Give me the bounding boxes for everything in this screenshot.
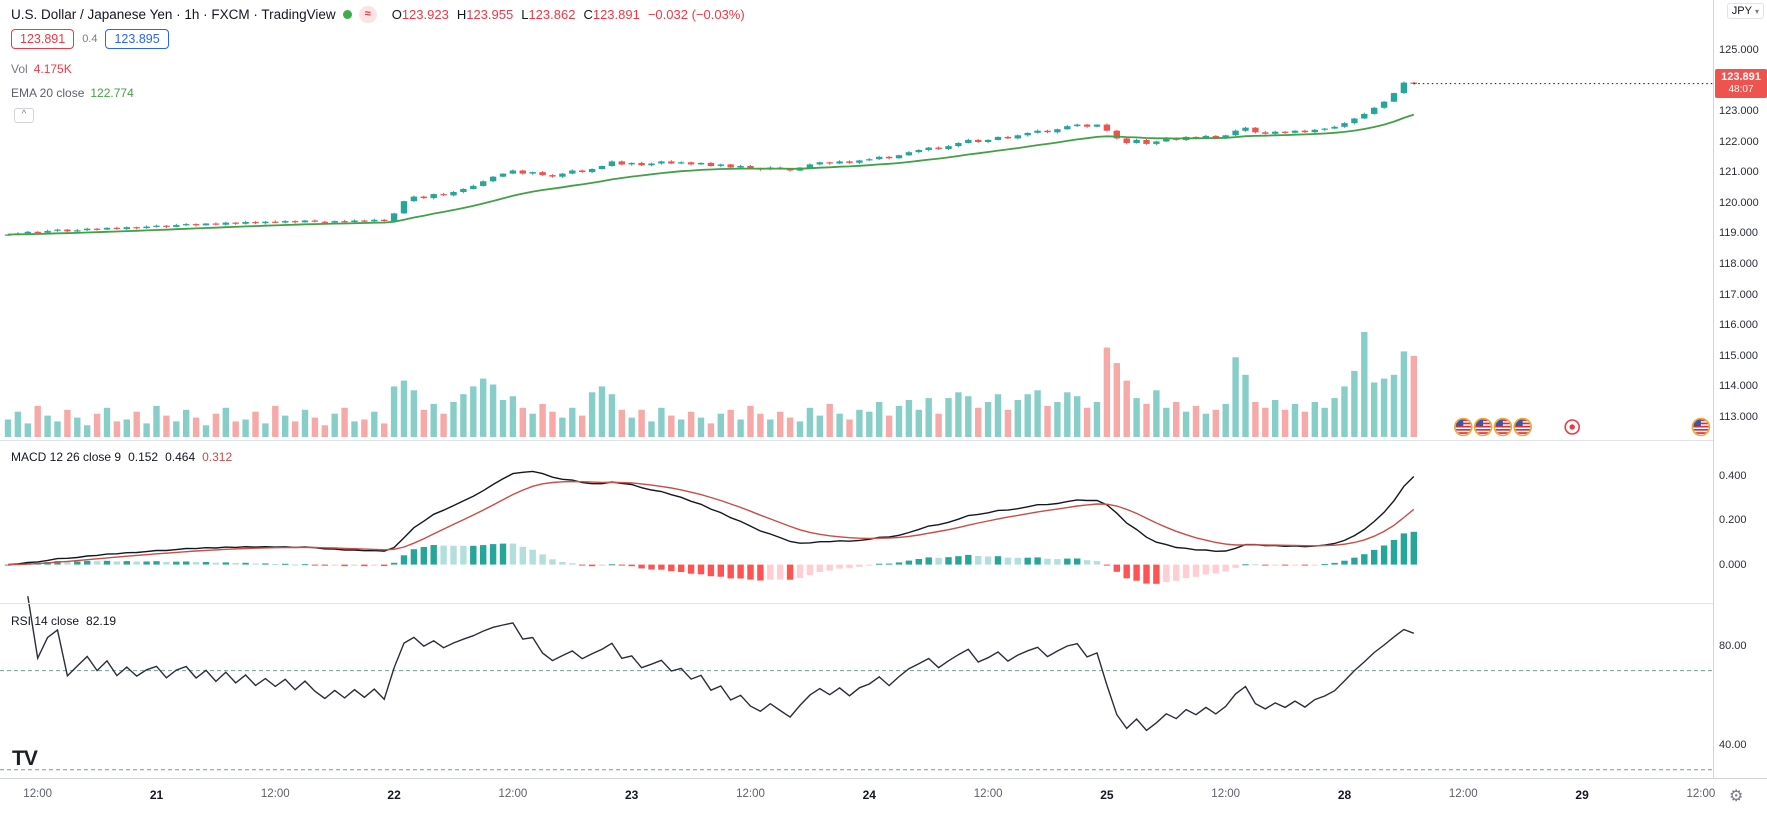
macd-signal-line	[7, 480, 1415, 566]
symbol-title: U.S. Dollar / Japanese Yen · 1h · FXCM ·…	[11, 7, 336, 22]
ema-line	[7, 113, 1415, 236]
macd-signal-value: 0.312	[202, 450, 233, 464]
time-tick-label: 12:00	[1686, 788, 1716, 800]
ohlc-readout: O123.923 H123.955 L123.862 C123.891 −0.0…	[384, 7, 745, 22]
economic-event-flag-icon[interactable]	[1513, 417, 1532, 437]
price-tick-label: 119.000	[1719, 227, 1758, 240]
time-tick-label: 21	[149, 788, 164, 802]
last-price-badge: 123.891 48:07	[1715, 69, 1767, 98]
time-tick-label: 24	[862, 788, 876, 802]
price-tick-label: 125.000	[1719, 43, 1759, 56]
time-tick-label: 28	[1337, 788, 1352, 802]
price-tick-label: 117.000	[1719, 288, 1758, 301]
rsi-tick-label: 80.00	[1719, 639, 1747, 652]
time-tick-label: 25	[1100, 788, 1114, 802]
price-tick-label: 118.000	[1719, 257, 1758, 270]
event-marker-dot-icon[interactable]	[1564, 419, 1580, 435]
time-tick-label: 22	[387, 788, 401, 802]
price-tick-label: 121.000	[1719, 166, 1759, 179]
time-tick-label: 12:00	[1211, 788, 1241, 800]
economic-event-flag-icon[interactable]	[1493, 417, 1513, 437]
volume-series	[4, 332, 1417, 437]
close-label: C	[583, 7, 593, 22]
ema-legend[interactable]: EMA 20 close 122.774	[11, 86, 134, 100]
buy-button[interactable]: 123.895	[105, 29, 169, 49]
economic-event-flag-icon[interactable]	[1454, 417, 1473, 437]
macd-legend[interactable]: MACD 12 26 close 9 0.152 0.464 0.312	[11, 450, 232, 464]
volume-label: Vol	[11, 62, 28, 76]
rsi-value: 82.19	[86, 614, 117, 628]
change-value: −0.032 (−0.03%)	[647, 7, 745, 22]
rsi-tick-label: 40.00	[1719, 739, 1747, 751]
macd-line-value: 0.464	[165, 450, 196, 464]
delayed-data-icon: ≈	[358, 6, 377, 23]
rsi-title: RSI 14 close	[11, 614, 80, 628]
rsi-band-lines	[0, 670, 1713, 771]
last-price-value: 123.891	[1721, 71, 1761, 83]
macd-histogram	[4, 531, 1417, 584]
pane-separator-rsi[interactable]	[0, 603, 1767, 604]
time-tick-label: 12:00	[23, 788, 53, 800]
price-tick-label: 122.000	[1719, 135, 1759, 148]
volume-legend[interactable]: Vol 4.175K	[11, 62, 72, 76]
currency-label: JPY	[1731, 5, 1752, 17]
sell-button[interactable]: 123.891	[11, 29, 75, 49]
symbol-legend[interactable]: U.S. Dollar / Japanese Yen · 1h · FXCM ·…	[11, 6, 745, 23]
price-tick-label: 120.000	[1719, 196, 1759, 209]
time-tick-label: 29	[1575, 788, 1589, 802]
open-label: O	[391, 7, 402, 22]
collapse-legend-button[interactable]: ^	[14, 108, 34, 123]
macd-tick-label: 0.400	[1719, 470, 1747, 482]
price-tick-label: 123.000	[1719, 104, 1759, 117]
economic-event-flag-icon[interactable]	[1473, 417, 1493, 437]
high-label: H	[456, 7, 467, 22]
time-axis[interactable]: ⚙ 12:00 21 12:00 22 12:00 23 12:00 24 12:00 25 12:…	[0, 778, 1767, 814]
ema-value: 122.774	[90, 86, 134, 100]
low-label: L	[521, 7, 529, 22]
macd-tick-label: 0.000	[1719, 558, 1747, 571]
time-tick-label: 12:00	[1448, 788, 1478, 800]
spread-value: 0.4	[82, 33, 98, 45]
tradingview-logo[interactable]: TV	[12, 747, 38, 770]
macd-hist-value: 0.152	[128, 450, 159, 464]
price-axis[interactable]: JPY ▾ 123.891 48:07 125.000124.000123.00…	[1713, 0, 1767, 778]
market-open-icon	[342, 10, 352, 19]
time-tick-label: 12:00	[736, 788, 765, 800]
time-tick-label: 12:00	[973, 788, 1003, 800]
high-value: 123.955	[466, 7, 514, 22]
currency-selector[interactable]: JPY ▾	[1726, 3, 1764, 19]
low-value: 123.862	[528, 7, 576, 22]
settings-gear-icon[interactable]: ⚙	[1729, 788, 1744, 805]
chevron-down-icon: ▾	[1754, 6, 1759, 16]
pane-separator-macd[interactable]	[0, 440, 1767, 441]
macd-title: MACD 12 26 close 9	[11, 450, 122, 464]
volume-value: 4.175K	[33, 62, 72, 76]
price-tick-label: 115.000	[1719, 349, 1758, 362]
macd-tick-label: 0.200	[1719, 514, 1747, 527]
price-tick-label: 113.000	[1719, 411, 1758, 423]
ema-label: EMA 20 close	[11, 86, 85, 100]
chart-area[interactable]	[0, 0, 1713, 778]
bar-countdown: 48:07	[1728, 84, 1754, 95]
open-value: 123.923	[401, 7, 449, 22]
candles-series	[4, 81, 1417, 236]
time-tick-label: 23	[625, 788, 639, 802]
time-tick-label: 12:00	[498, 788, 528, 800]
rsi-legend[interactable]: RSI 14 close 82.19	[11, 614, 116, 628]
economic-event-flag-icon[interactable]	[1691, 417, 1711, 437]
bid-ask-row: 123.891 0.4 123.895	[11, 29, 169, 49]
close-value: 123.891	[592, 7, 640, 22]
macd-line	[7, 470, 1415, 566]
price-tick-label: 114.000	[1719, 380, 1758, 393]
rsi-line	[27, 596, 1415, 732]
time-tick-label: 12:00	[260, 788, 290, 800]
chart-canvas[interactable]	[0, 0, 1713, 778]
price-tick-label: 116.000	[1719, 319, 1758, 332]
